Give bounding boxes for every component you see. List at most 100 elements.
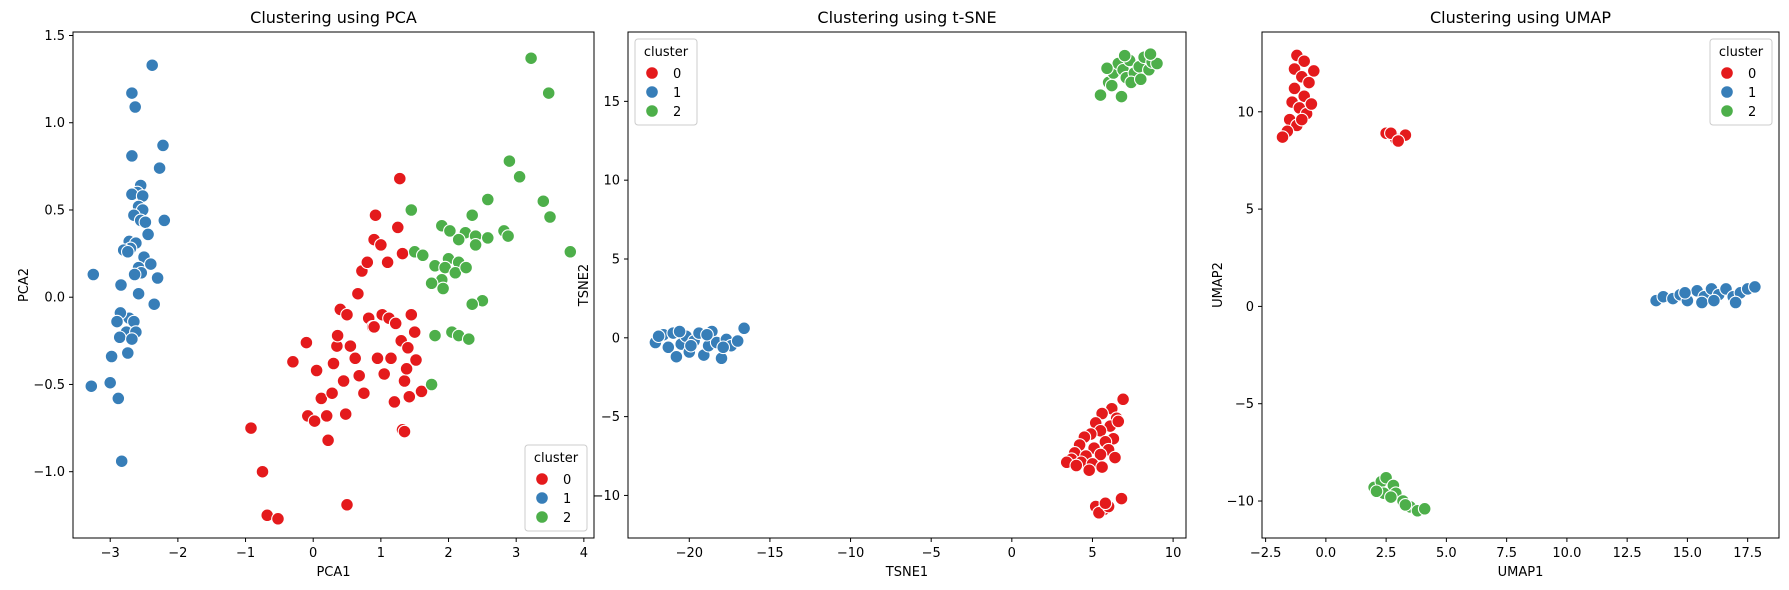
point-cluster-1 [669, 349, 684, 364]
point-cluster-2 [541, 86, 556, 100]
point-cluster-0 [368, 208, 383, 223]
point-cluster-0 [388, 316, 403, 331]
point-cluster-0 [340, 497, 354, 512]
y-tick-label: 10 [603, 174, 620, 189]
point-cluster-2 [543, 210, 557, 224]
point-cluster-1 [661, 340, 676, 355]
point-cluster-1 [120, 244, 135, 259]
y-tick-label: 1.5 [44, 29, 65, 44]
point-cluster-2 [524, 51, 538, 66]
legend-label-2: 2 [563, 511, 571, 526]
point-cluster-1 [1695, 295, 1709, 310]
legend: cluster 0 1 2 [524, 444, 588, 532]
legend-label-2: 2 [673, 105, 681, 120]
y-tick-label: 5 [612, 252, 620, 267]
point-cluster-2 [563, 244, 578, 259]
x-tick-label: −1 [236, 546, 255, 561]
point-cluster-1 [112, 330, 127, 345]
point-cluster-2 [1143, 47, 1158, 61]
point-cluster-0 [377, 367, 392, 381]
point-cluster-0 [367, 320, 381, 334]
x-tick-label: 3 [512, 546, 520, 561]
x-tick-label: 17.5 [1733, 546, 1762, 561]
point-cluster-0 [387, 395, 402, 409]
point-cluster-0 [397, 424, 412, 439]
point-cluster-1 [138, 215, 153, 230]
point-cluster-0 [1287, 81, 1302, 96]
point-cluster-0 [1114, 491, 1129, 506]
point-cluster-2 [536, 194, 551, 209]
y-axis-label: UMAP2 [1211, 262, 1226, 308]
x-tick-label: 7.5 [1496, 546, 1517, 561]
y-tick-label: 15 [603, 95, 620, 110]
point-cluster-0 [1304, 97, 1319, 111]
point-cluster-0 [1306, 64, 1321, 78]
x-tick-label: 5 [1088, 546, 1096, 561]
point-cluster-0 [390, 220, 405, 235]
legend-label-0: 0 [673, 67, 681, 82]
point-cluster-0 [299, 335, 314, 350]
point-cluster-0 [1069, 458, 1084, 473]
points-layer [84, 51, 578, 526]
subplot-umap: −2.5 0.0 2.5 5.0 7.5 10.0 12.5 15.0 17.5 −10 −5 0 5 1… [1211, 8, 1780, 580]
point-cluster-1 [1707, 293, 1721, 308]
legend-marker-0 [1720, 66, 1734, 80]
point-cluster-1 [114, 454, 129, 469]
y-axis-label: TSNE2 [577, 264, 592, 307]
legend: cluster 0 1 2 [634, 38, 698, 126]
point-cluster-0 [409, 353, 423, 367]
x-axis-label: TSNE1 [885, 565, 928, 580]
x-tick-label: −10 [837, 546, 864, 561]
point-cluster-1 [125, 86, 139, 100]
x-tick-label: −3 [101, 546, 120, 561]
point-cluster-1 [127, 267, 142, 282]
point-cluster-1 [86, 267, 101, 282]
legend-marker-0 [535, 472, 549, 486]
point-cluster-1 [1728, 295, 1743, 310]
point-cluster-2 [502, 154, 517, 168]
point-cluster-1 [147, 297, 162, 312]
point-cluster-0 [338, 407, 353, 421]
x-tick-label: 1 [377, 546, 385, 561]
x-tick-label: 10 [1165, 546, 1182, 561]
point-cluster-1 [143, 257, 158, 271]
legend-marker-1 [1720, 85, 1734, 99]
point-cluster-0 [1092, 505, 1106, 520]
point-cluster-2 [443, 224, 457, 238]
point-cluster-2 [1114, 89, 1129, 104]
point-cluster-0 [380, 255, 395, 270]
point-cluster-0 [319, 409, 334, 423]
point-cluster-1 [120, 346, 135, 360]
point-cluster-1 [150, 271, 165, 285]
legend-label-0: 0 [563, 473, 571, 488]
point-cluster-0 [1116, 392, 1130, 407]
point-cluster-0 [399, 361, 414, 376]
x-tick-label: 2 [444, 546, 452, 561]
point-cluster-2 [1369, 484, 1384, 499]
point-cluster-2 [1104, 78, 1119, 93]
x-tick-label: 10.0 [1552, 546, 1581, 561]
y-tick-label: 0 [1246, 300, 1254, 315]
point-cluster-1 [103, 375, 118, 390]
point-cluster-0 [1302, 75, 1316, 90]
point-cluster-0 [357, 386, 371, 401]
point-cluster-2 [465, 208, 480, 223]
point-cluster-0 [1095, 460, 1109, 474]
legend-marker-2 [535, 510, 549, 524]
point-cluster-0 [271, 511, 285, 526]
point-cluster-2 [480, 192, 495, 207]
x-tick-label: 4 [580, 546, 588, 561]
point-cluster-2 [424, 377, 439, 392]
points-layer [648, 47, 1164, 520]
point-cluster-2 [1100, 61, 1114, 76]
legend: cluster 0 1 2 [1709, 38, 1773, 126]
x-tick-label: 15.0 [1673, 546, 1702, 561]
x-tick-label: −2 [168, 546, 187, 561]
y-tick-label: 1.0 [44, 116, 65, 131]
y-tick-label: −1.0 [33, 465, 65, 480]
point-cluster-2 [480, 231, 495, 245]
point-cluster-0 [330, 328, 345, 343]
y-tick-label: −10 [1227, 495, 1254, 510]
point-cluster-1 [730, 334, 745, 348]
